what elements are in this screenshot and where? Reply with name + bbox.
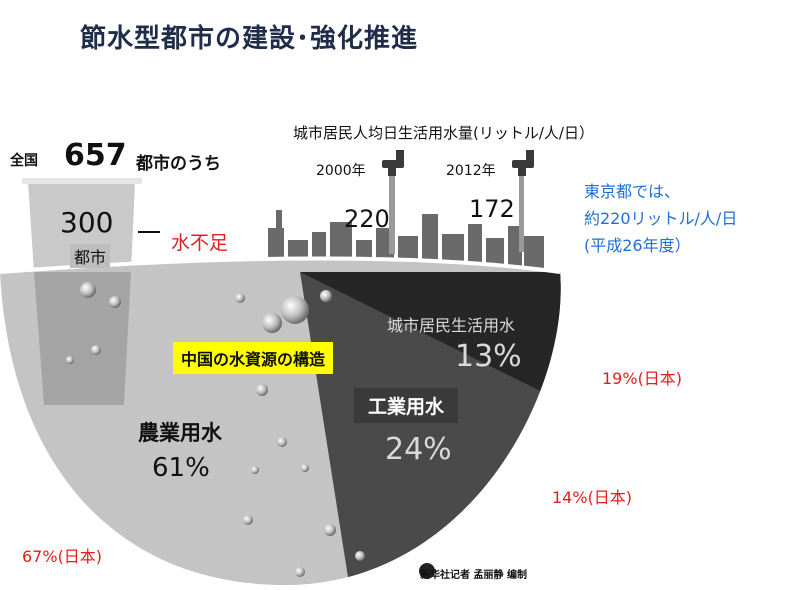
year-2000-value: 220 bbox=[344, 205, 390, 233]
tokyo-note: 東京都では、 約220リットル/人/日 (平成26年度） bbox=[584, 178, 737, 259]
slide-title: 節水型都市の建設･強化推進 bbox=[80, 24, 419, 54]
callout-line bbox=[138, 231, 160, 233]
agriculture-percent: 61% bbox=[152, 453, 210, 483]
cities-total-label: 全国 bbox=[10, 153, 38, 169]
industry-percent: 24% bbox=[385, 432, 452, 467]
year-2012-label: 2012年 bbox=[446, 163, 496, 179]
bubbles bbox=[66, 282, 365, 577]
faucet-2000-icon bbox=[382, 150, 404, 254]
xinhua-logo-icon bbox=[419, 563, 435, 579]
tokyo-note-line: (平成26年度） bbox=[584, 236, 691, 255]
year-2000-label: 2000年 bbox=[316, 163, 366, 179]
tokyo-note-line: 東京都では、 bbox=[584, 182, 681, 201]
city-use-label: 城市居民生活用水 bbox=[387, 316, 516, 335]
japan-agriculture-note: 67%(日本) bbox=[22, 547, 103, 566]
cities-total-suffix: 都市のうち bbox=[136, 154, 221, 174]
industry-label-box: 工業用水 bbox=[354, 388, 459, 423]
credit-text: 新华社记者 孟丽静 编制 bbox=[420, 570, 527, 581]
industry-segment bbox=[300, 272, 561, 585]
japan-industry-note: 14%(日本) bbox=[552, 488, 633, 507]
water-structure-label: 中国の水資源の構造 bbox=[173, 342, 334, 374]
city-usage-heading: 城市居民人均日生活用水量(リットル/人/日） bbox=[293, 124, 594, 142]
city-use-percent: 13% bbox=[455, 339, 522, 374]
city-use-segment bbox=[300, 272, 561, 470]
faucet-2012-icon bbox=[512, 150, 534, 252]
agriculture-label: 農業用水 bbox=[138, 421, 222, 445]
cities-total-value: 657 bbox=[64, 138, 127, 173]
water-shortage-count: 300 bbox=[60, 206, 114, 239]
water-shortage-label: 水不足 bbox=[171, 232, 229, 254]
industry-label: 工業用水 bbox=[368, 396, 445, 418]
water-shortage-unit: 都市 bbox=[70, 244, 111, 268]
japan-city-use-note: 19%(日本) bbox=[602, 369, 683, 388]
year-2012-value: 172 bbox=[469, 195, 515, 223]
tokyo-note-line: 約220リットル/人/日 bbox=[584, 209, 738, 228]
